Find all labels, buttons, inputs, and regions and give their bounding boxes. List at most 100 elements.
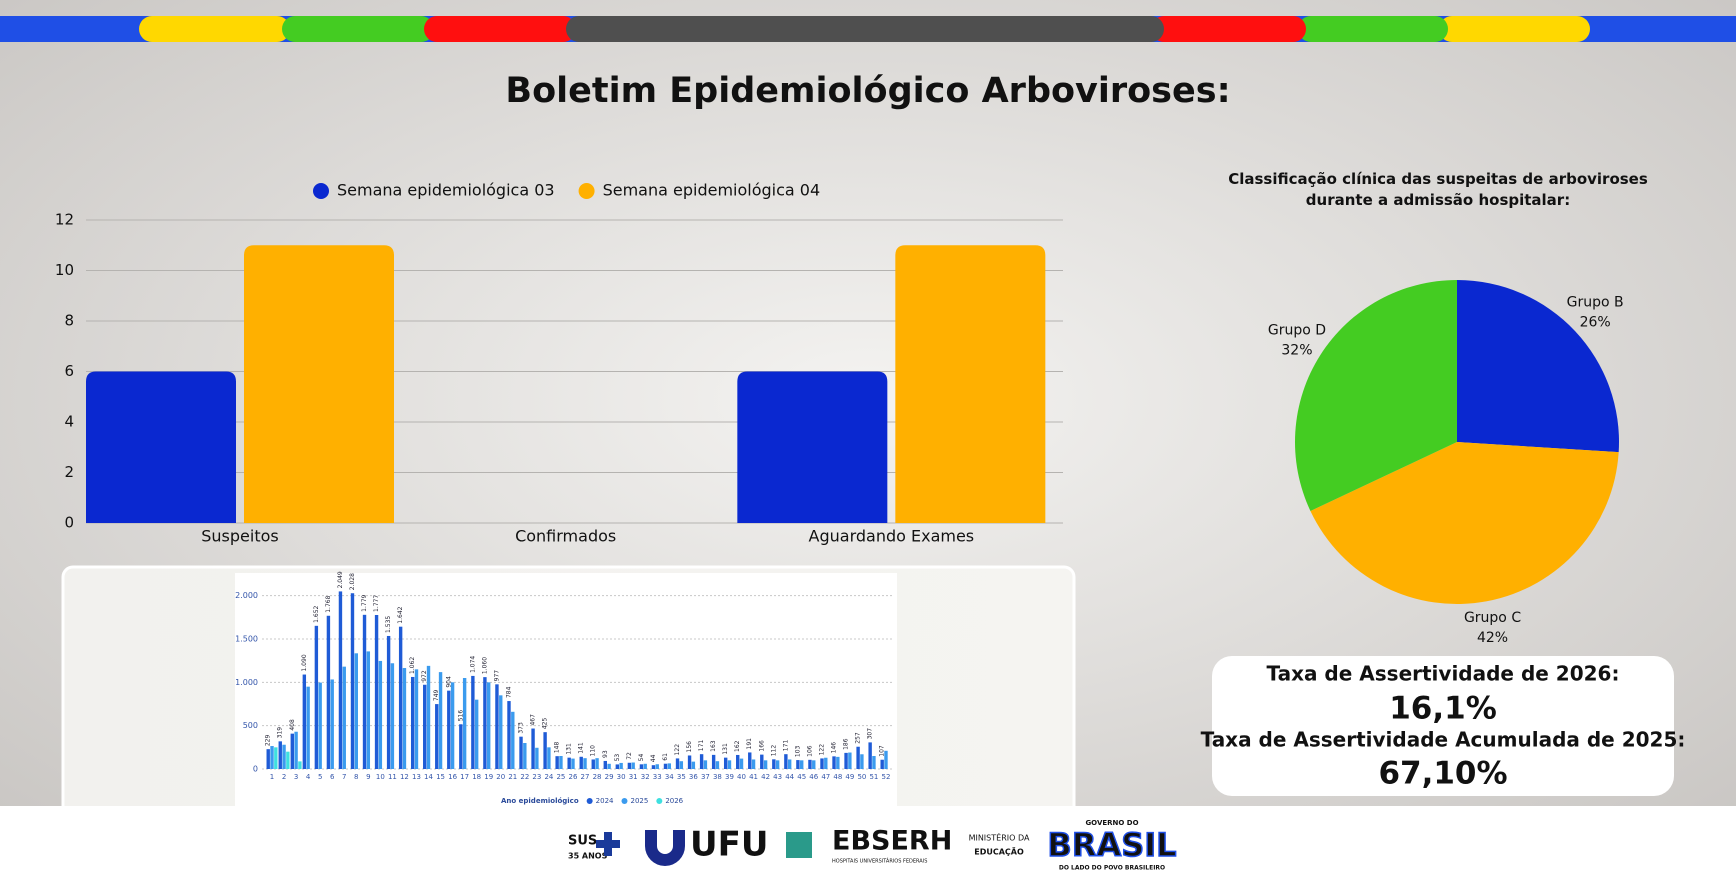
bar: [736, 754, 740, 769]
bar: [519, 736, 523, 769]
x-tick-label: 35: [677, 773, 686, 781]
x-tick-label: 4: [306, 773, 311, 781]
x-tick-label: 27: [581, 773, 590, 781]
bar: [691, 761, 696, 769]
bar: [643, 763, 647, 769]
x-tick-label: 38: [713, 773, 722, 781]
x-tick-label: 45: [797, 773, 806, 781]
y-tick-label: 500: [243, 721, 258, 730]
logo-mec: MINISTÉRIO DA: [969, 832, 1030, 843]
pie-slice: [1295, 280, 1457, 511]
data-label: 1.535: [385, 616, 392, 633]
bar: [535, 747, 539, 769]
bar: [423, 684, 427, 769]
x-tick-label: 6: [330, 773, 335, 781]
data-label: 307: [867, 728, 874, 740]
y-tick-label: 1.500: [235, 635, 258, 644]
data-label: 1.074: [469, 656, 476, 673]
x-tick-label: 32: [641, 773, 650, 781]
bar: [739, 758, 744, 769]
data-label: 171: [782, 740, 789, 752]
data-label: 122: [674, 744, 681, 756]
data-label: 1.777: [373, 595, 380, 612]
bar: [679, 761, 684, 769]
data-label: 103: [794, 745, 801, 757]
bar: [895, 245, 1046, 523]
legend-label: 2024: [596, 797, 614, 805]
bar: [499, 695, 503, 769]
data-label: 749: [433, 689, 440, 701]
bar: [595, 758, 599, 769]
data-label: 229: [265, 735, 272, 747]
legend-marker: [656, 798, 663, 804]
data-label: 516: [457, 710, 464, 722]
bar: [511, 711, 515, 769]
data-label: 122: [818, 744, 825, 756]
logo-brasil: BRASIL: [1047, 826, 1176, 864]
bar: [607, 763, 611, 769]
stat-label: Taxa de Assertividade Acumulada de 2025:: [1201, 728, 1686, 752]
x-tick-label: 41: [749, 773, 758, 781]
bar: [414, 669, 419, 769]
bar: [868, 742, 872, 769]
x-tick-label: 2: [282, 773, 286, 781]
y-tick-label: 2.000: [235, 591, 258, 600]
bar: [390, 663, 395, 769]
bar: [386, 635, 391, 769]
data-label: 425: [542, 718, 549, 730]
x-tick-label: 39: [725, 773, 734, 781]
logo-ufu: UFU: [690, 825, 768, 865]
data-label: 61: [662, 753, 669, 761]
x-tick-label: Aguardando Exames: [809, 527, 975, 546]
bar: [523, 743, 527, 769]
bar: [306, 686, 310, 769]
data-label: 972: [421, 670, 428, 682]
bar: [579, 756, 583, 769]
bar: [808, 759, 812, 769]
x-tick-label: 50: [857, 773, 866, 781]
bar: [402, 668, 407, 769]
x-tick-label: 30: [617, 773, 626, 781]
bar: [639, 764, 644, 769]
data-label: 1.090: [301, 654, 308, 671]
data-label: 191: [746, 738, 753, 750]
bar: [844, 752, 848, 769]
x-tick-label: Suspeitos: [201, 527, 278, 546]
data-label: 2.028: [349, 573, 356, 590]
bar: [763, 760, 768, 769]
bar: [615, 764, 620, 769]
stat-value: 16,1%: [1389, 691, 1497, 727]
pie-slice: [1310, 442, 1619, 605]
x-tick-label: 20: [496, 773, 505, 781]
legend-title: Ano epidemiológico: [501, 797, 579, 805]
y-tick-label: 10: [55, 261, 74, 279]
legend-label: 2026: [665, 797, 683, 805]
bar: [699, 754, 704, 769]
logo-gov-sub: DO LADO DO POVO BRASILEIRO: [1059, 865, 1165, 872]
data-label: 54: [638, 754, 645, 762]
x-tick-label: 22: [520, 773, 529, 781]
bar: [775, 760, 780, 769]
x-tick-label: 15: [436, 773, 445, 781]
page-title: Boletim Epidemiológico Arboviroses:: [505, 71, 1230, 111]
bar: [760, 754, 764, 769]
bar: [715, 761, 720, 769]
bar: [651, 765, 656, 769]
x-tick-label: 5: [318, 773, 322, 781]
data-label: 162: [734, 740, 741, 752]
logo-ebserh: EBSERH: [832, 826, 952, 857]
bar: [824, 757, 828, 769]
bar: [298, 761, 302, 769]
bar: [748, 752, 752, 769]
bar: [270, 746, 274, 769]
bar: [378, 660, 383, 769]
pie-value-label: 42%: [1477, 630, 1508, 646]
bar: [459, 724, 463, 769]
x-tick-label: 31: [629, 773, 638, 781]
bar: [603, 760, 607, 769]
bar: [438, 672, 443, 769]
x-tick-label: 18: [472, 773, 481, 781]
x-tick-label: 52: [882, 773, 891, 781]
bar: [703, 760, 708, 769]
